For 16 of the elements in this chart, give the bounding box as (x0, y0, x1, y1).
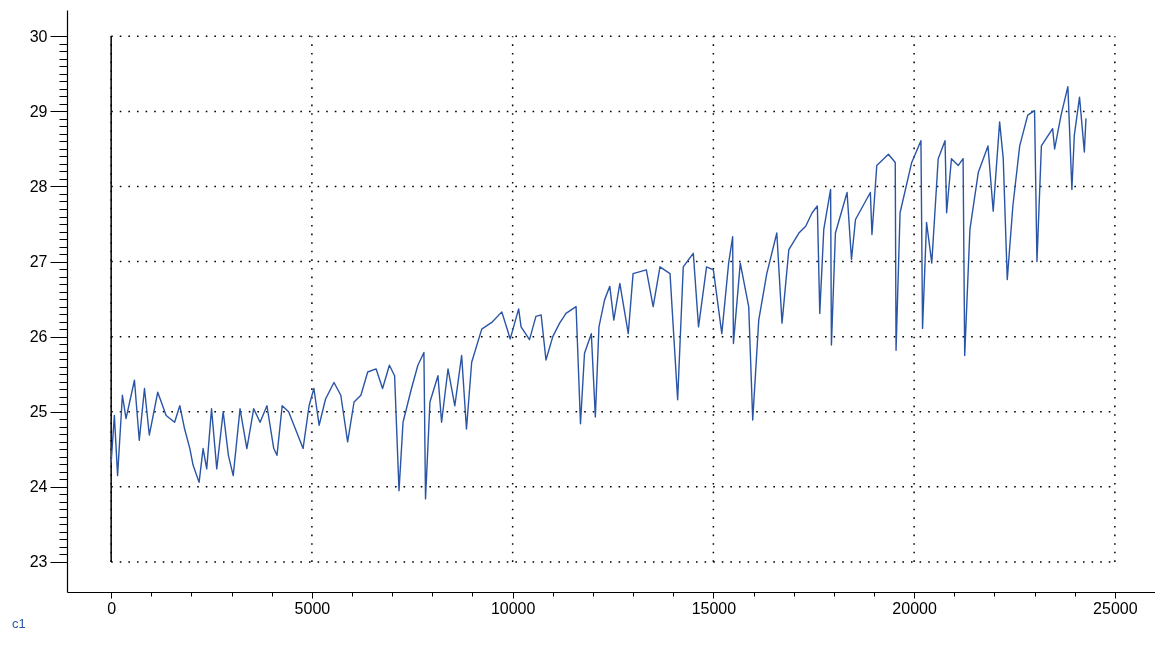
x-tick-label: 5000 (294, 599, 331, 617)
y-tick-label: 25 (29, 403, 48, 421)
x-tick-label: 15000 (691, 599, 737, 617)
y-tick-label: 30 (29, 27, 48, 45)
y-tick-label: 24 (29, 478, 48, 496)
y-tick-label: 28 (29, 177, 48, 195)
x-tick-label: 0 (107, 599, 117, 617)
text: c1 (12, 616, 26, 631)
x-tick-label: 20000 (892, 599, 937, 617)
x-tick-label: 25000 (1093, 599, 1138, 617)
y-tick-label: 26 (29, 328, 48, 346)
y-tick-label: 23 (29, 553, 48, 571)
line-series (110, 85, 1087, 500)
y-tick-label: 29 (29, 102, 48, 120)
x-tick-label: 10000 (490, 599, 536, 617)
y-tick-label: 27 (29, 253, 48, 271)
